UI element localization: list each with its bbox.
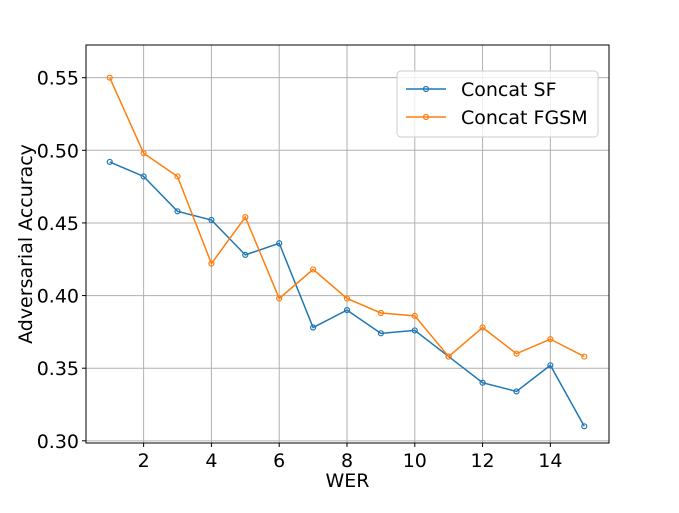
legend: Concat SF Concat FGSM (396, 70, 599, 138)
axes-frame (85, 44, 610, 444)
data-point-concat-sf (581, 423, 588, 430)
legend-marker-concat-fgsm (422, 113, 430, 121)
x-tick-label: 14 (538, 450, 562, 472)
data-point-concat-sf (513, 388, 520, 395)
data-point-concat-sf (377, 330, 384, 337)
ticks: 2 4 6 8 10 12 14 0.30 0.35 0.40 0.45 0.50 0.55 (37, 68, 563, 472)
data-point-concat-fgsm (309, 266, 317, 273)
y-tick-label: 0.55 (37, 68, 79, 90)
data-point-concat-sf (242, 251, 249, 258)
data-point-concat-fgsm (276, 295, 283, 302)
data-point-concat-fgsm (581, 353, 588, 360)
data-point-concat-sf (140, 173, 147, 180)
x-tick-label: 2 (138, 450, 150, 472)
data-point-concat-fgsm (411, 312, 418, 320)
data-point-concat-fgsm (343, 295, 351, 302)
y-tick-label: 0.50 (37, 140, 79, 162)
legend-label-concat-sf: Concat SF (461, 79, 557, 101)
x-tick-label: 4 (205, 450, 217, 472)
data-point-concat-fgsm (513, 350, 520, 357)
data-point-concat-fgsm (140, 150, 147, 157)
legend-label-concat-fgsm: Concat FGSM (461, 107, 588, 129)
data-point-concat-fgsm (479, 324, 486, 331)
data-point-concat-fgsm (445, 353, 452, 360)
data-point-concat-sf (411, 327, 418, 334)
x-tick-label: 6 (273, 450, 285, 472)
data-point-concat-sf (208, 216, 215, 224)
data-point-concat-sf (479, 379, 486, 386)
data-point-concat-sf (174, 208, 181, 215)
x-tick-label: 12 (470, 450, 494, 472)
data-point-concat-fgsm (208, 260, 215, 267)
data-point-concat-sf (547, 362, 554, 369)
data-point-concat-fgsm (242, 214, 249, 221)
x-axis-label: WER (326, 470, 370, 492)
series-line-concat-fgsm (109, 77, 585, 358)
data-point-concat-sf (343, 306, 351, 314)
data-point-concat-fgsm (174, 173, 181, 180)
y-axis-label: Adversarial Accuracy (15, 144, 37, 344)
legend-marker-concat-sf (422, 85, 430, 93)
data-point-concat-sf (106, 158, 113, 166)
y-tick-label: 0.45 (37, 213, 79, 235)
x-tick-label: 8 (341, 450, 353, 472)
data-point-concat-fgsm (547, 336, 554, 343)
y-tick-label: 0.35 (37, 358, 79, 380)
data-point-concat-sf (309, 324, 317, 331)
data-point-concat-fgsm (377, 309, 384, 317)
series-line-concat-sf (109, 161, 585, 427)
y-tick-label: 0.30 (37, 431, 79, 453)
y-tick-label: 0.40 (37, 286, 79, 308)
x-tick-label: 10 (403, 450, 427, 472)
data-point-concat-sf (276, 240, 283, 247)
series-group (106, 74, 588, 430)
legend-box (396, 70, 599, 138)
data-point-concat-fgsm (106, 74, 113, 81)
